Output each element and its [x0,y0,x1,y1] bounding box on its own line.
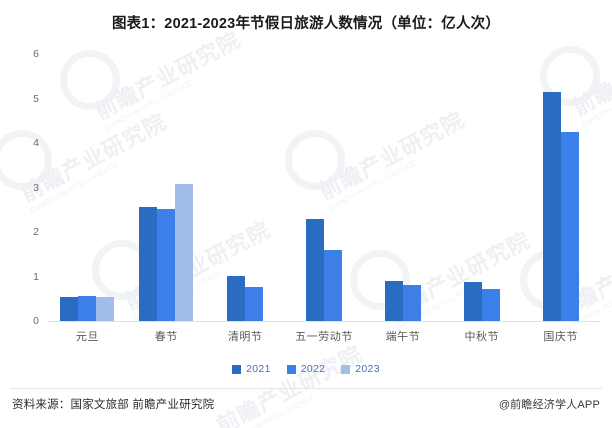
y-axis-tick: 0 [33,315,39,327]
bar-group [442,54,521,321]
x-axis-label: 五一劳动节 [295,331,353,343]
bar-2021-春节[interactable] [139,207,158,321]
bar-group-bars [48,54,127,321]
x-axis-label: 元旦 [75,331,99,343]
bar-2021-五一劳动节[interactable] [306,218,324,321]
legend-item-2021[interactable]: 2021 [232,363,271,375]
bar-2022-元旦[interactable] [78,295,97,321]
bar-2022-端午节[interactable] [402,285,421,321]
legend-label: 2022 [300,363,326,375]
bar-group [363,54,442,321]
y-axis-tick: 3 [33,181,39,194]
footer: 资料来源：国家文旅部 前瞻产业研究院 @前瞻经济学人APP [12,396,600,412]
x-axis-label: 中秋节 [464,331,499,343]
bar-group [48,54,127,321]
y-axis-tick: 4 [33,137,39,149]
bar-group [521,54,600,321]
x-axis-label: 清明节 [227,331,263,343]
chart-title: 图表1：2021-2023年节假日旅游人数情况（单位：亿人次） [111,16,501,32]
plot-area: 0 1 2 3 4 5 6 [33,48,600,327]
x-axis-label: 国庆节 [543,331,578,343]
bar-2021-端午节[interactable] [384,281,403,321]
bar-group [127,54,206,321]
legend-swatch-icon [286,364,296,374]
legend-item-2022[interactable]: 2022 [286,363,326,375]
legend-label: 2023 [355,363,380,375]
bar-2021-清明节[interactable] [227,275,246,321]
y-axis-tick: 6 [33,48,39,60]
bar-groups [48,54,600,321]
legend-label: 2021 [246,363,271,375]
bar-2023-春节[interactable] [175,183,194,321]
footer-brand: @前瞻经济学人APP [498,399,600,411]
y-axis-tick: 1 [33,270,39,283]
legend-swatch-icon [341,364,351,374]
bar-2023-元旦[interactable] [96,297,115,321]
bar-2022-春节[interactable] [157,209,176,321]
y-axis-tick: 5 [33,92,39,105]
bar-2022-清明节[interactable] [245,287,264,321]
x-axis-label: 春节 [154,331,178,343]
footer-source: 资料来源：国家文旅部 前瞻产业研究院 [12,399,215,411]
bar-group [285,54,364,321]
bar-group-bars [206,54,285,321]
x-axis-label: 端午节 [385,331,421,343]
bar-2022-中秋节[interactable] [481,288,500,321]
x-axis-labels: 元旦 春节 清明节 五一劳动节 端午节 中秋节 国庆节 [48,328,600,344]
bar-group-bars [285,54,364,321]
footer-divider [10,388,602,389]
bar-2021-元旦[interactable] [60,296,79,321]
bar-group-bars [521,54,600,321]
legend-item-2023[interactable]: 2023 [341,363,380,375]
x-axis-line [48,321,600,322]
bar-group [206,54,285,321]
y-axis-tick: 2 [33,226,39,238]
bar-group-bars [363,54,442,321]
bar-2022-国庆节[interactable] [560,131,579,321]
legend-swatch-icon [232,364,242,374]
bar-2021-中秋节[interactable] [463,281,482,321]
bar-group-bars [127,54,206,321]
bar-2022-五一劳动节[interactable] [324,249,342,321]
bar-2021-国庆节[interactable] [542,91,561,321]
chart-legend: 2021 2022 2023 [0,363,612,375]
bar-group-bars [442,54,521,321]
